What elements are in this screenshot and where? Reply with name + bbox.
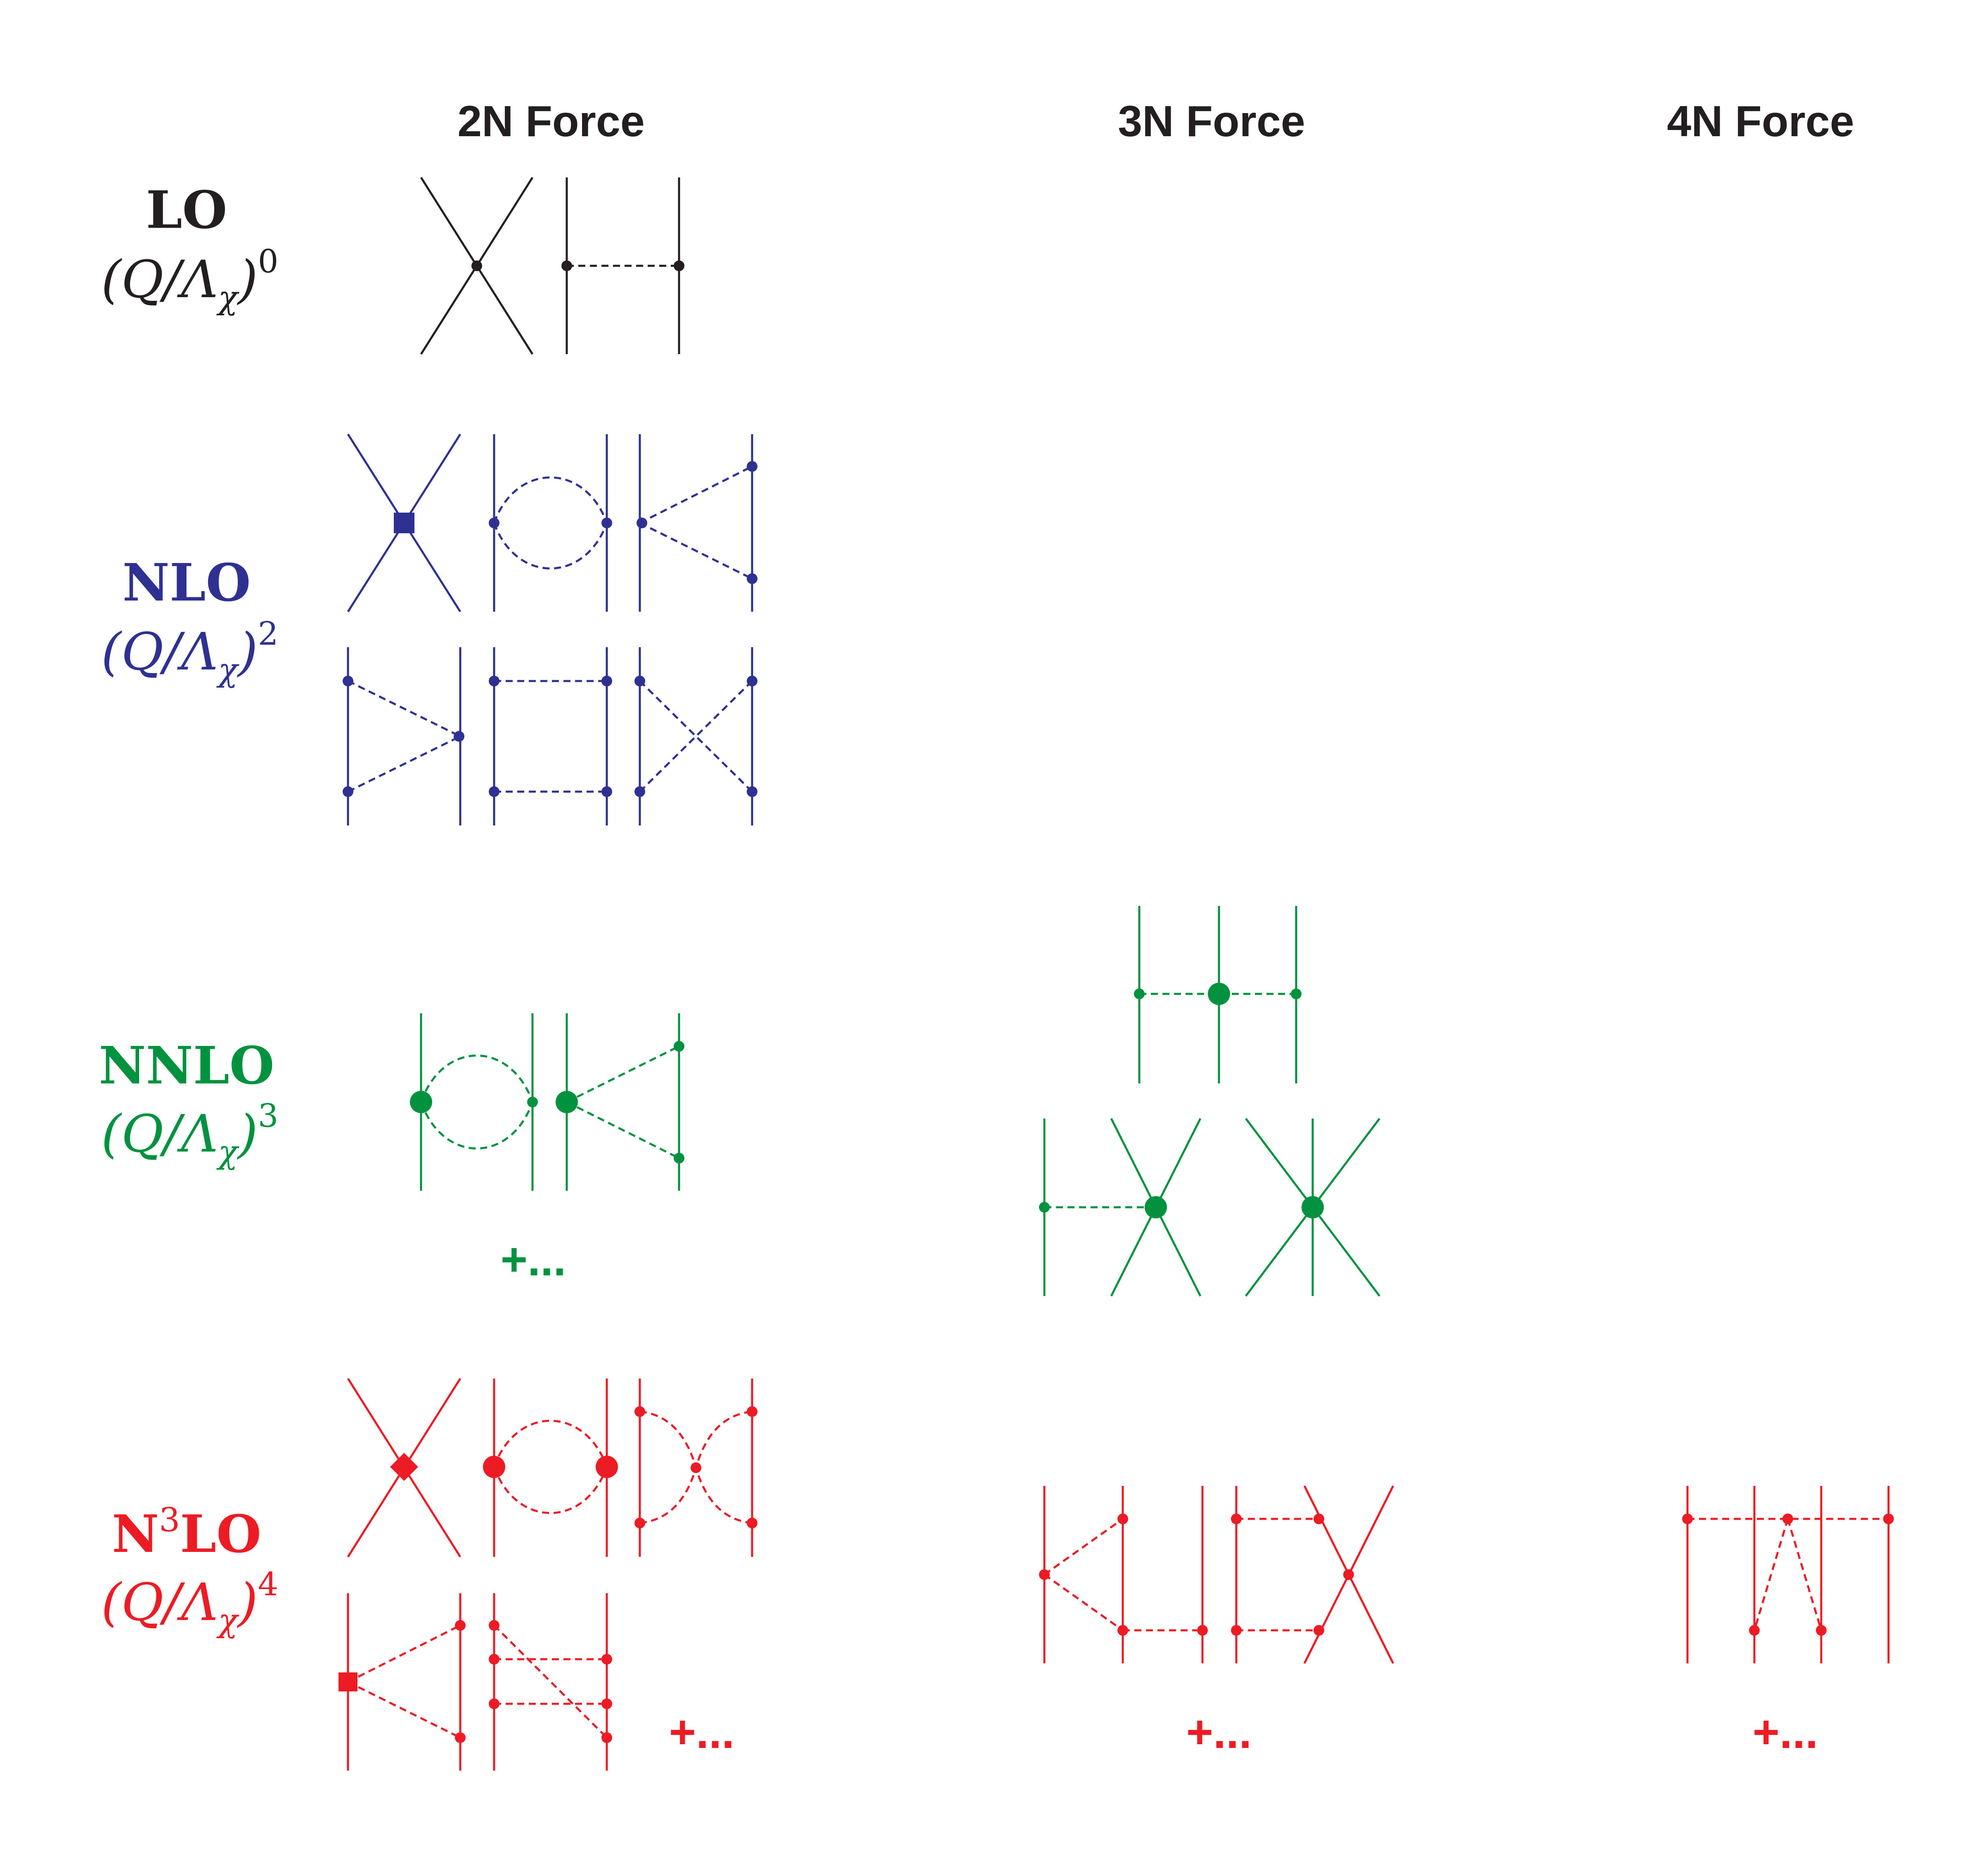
n3lo-4n-pion-exchange: [1682, 1486, 1894, 1663]
power-label-lo: (Q/Λχ)0: [101, 243, 278, 317]
header-2n-force: 2N Force: [457, 97, 645, 146]
row-nlo: NLO (Q/Λχ)2: [101, 553, 278, 689]
header-4n-force: 4N Force: [1667, 97, 1854, 146]
diagrams-lo-2n: [420, 177, 684, 355]
nlo-box-diagram: [489, 647, 612, 825]
order-label-nnlo: NNLO: [99, 1036, 274, 1096]
nlo-triangle-left: [637, 434, 757, 612]
n3lo-bubble-diagram: [483, 1379, 618, 1557]
n3lo-planar-crossed-box: [489, 1593, 612, 1771]
lo-one-pion-exchange: [561, 177, 684, 354]
header-3n-force: 3N Force: [1118, 97, 1305, 146]
more-terms-n3lo-4n: +...: [1753, 1706, 1818, 1758]
diagrams-nlo-2n: [343, 433, 757, 825]
order-label-nlo: NLO: [122, 553, 251, 613]
order-label-n3lo: N3LO: [112, 1501, 261, 1564]
nnlo-3n-two-pion-exchange: [1134, 906, 1302, 1083]
diagrams-n3lo-3n: [1039, 1485, 1394, 1664]
order-label-lo: LO: [146, 180, 227, 240]
power-label-nnlo: (Q/Λχ)3: [101, 1097, 278, 1171]
more-terms-nnlo-2n: +...: [501, 1234, 566, 1285]
diagrams-nnlo-2n: [410, 1013, 684, 1191]
nlo-triangle-right: [343, 647, 464, 825]
row-n3lo: N3LO (Q/Λχ)4 +... +... +...: [101, 1501, 1818, 1758]
nnlo-triangle-diagram: [556, 1013, 684, 1191]
n3lo-football-diagram: [634, 1379, 757, 1557]
row-nnlo: NNLO (Q/Λχ)3 +...: [99, 1036, 566, 1285]
n3lo-contact-diamond-vertex: [347, 1378, 462, 1558]
power-label-n3lo: (Q/Λχ)4: [101, 1566, 278, 1639]
nlo-bubble-diagram: [489, 434, 612, 612]
n3lo-3n-contact-loop: [1231, 1485, 1394, 1664]
nnlo-3n-one-pion-contact: [1039, 1118, 1202, 1297]
nlo-contact-square-vertex: [347, 433, 462, 613]
n3lo-3n-ring-diagram: [1039, 1486, 1208, 1663]
lo-contact-vertex: [420, 177, 534, 355]
nlo-crossed-box-diagram: [634, 647, 757, 825]
row-lo: LO (Q/Λχ)0: [101, 180, 278, 317]
diagrams-n3lo-2n: [338, 1378, 757, 1771]
nnlo-bubble-diagram: [410, 1013, 538, 1191]
more-terms-n3lo-2n: +...: [669, 1706, 735, 1758]
more-terms-n3lo-3n: +...: [1186, 1706, 1252, 1758]
diagrams-n3lo-4n: [1682, 1486, 1894, 1663]
n3lo-triangle-square-vertex: [338, 1593, 466, 1771]
nnlo-3n-contact: [1245, 1118, 1380, 1297]
diagrams-nnlo-3n: [1039, 906, 1380, 1297]
power-label-nlo: (Q/Λχ)2: [101, 615, 278, 689]
